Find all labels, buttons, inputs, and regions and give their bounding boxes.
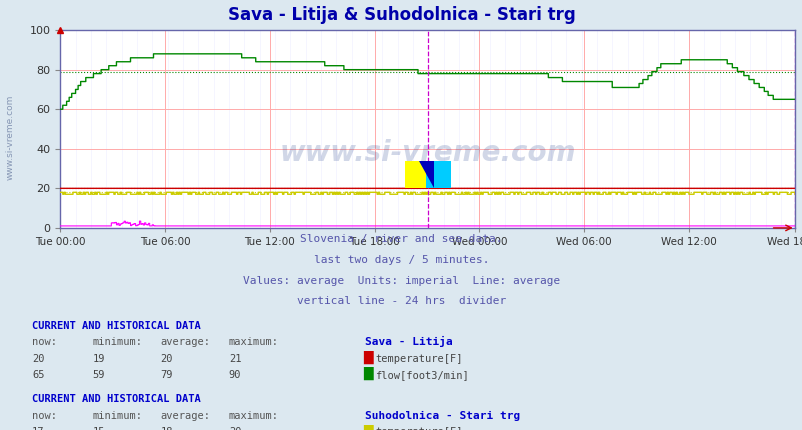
Text: Suhodolnica - Stari trg: Suhodolnica - Stari trg [365, 411, 520, 421]
Text: 20: 20 [229, 427, 241, 430]
Text: 15: 15 [92, 427, 105, 430]
Text: Slovenia / river and sea data.: Slovenia / river and sea data. [300, 234, 502, 244]
Text: www.si-vreme.com: www.si-vreme.com [6, 95, 15, 180]
Text: 59: 59 [92, 370, 105, 380]
Text: CURRENT AND HISTORICAL DATA: CURRENT AND HISTORICAL DATA [32, 394, 200, 405]
Text: now:: now: [32, 411, 57, 421]
Text: Sava - Litija & Suhodolnica - Stari trg: Sava - Litija & Suhodolnica - Stari trg [227, 6, 575, 25]
Text: 19: 19 [92, 353, 105, 364]
Text: average:: average: [160, 411, 210, 421]
Text: CURRENT AND HISTORICAL DATA: CURRENT AND HISTORICAL DATA [32, 321, 200, 331]
Text: █: █ [363, 424, 372, 430]
Text: last two days / 5 minutes.: last two days / 5 minutes. [314, 255, 488, 265]
Text: vertical line - 24 hrs  divider: vertical line - 24 hrs divider [297, 296, 505, 306]
Text: now:: now: [32, 337, 57, 347]
Text: average:: average: [160, 337, 210, 347]
Text: █: █ [363, 351, 372, 364]
Text: 79: 79 [160, 370, 173, 380]
Bar [425, 161, 451, 188]
Text: www.si-vreme.com: www.si-vreme.com [279, 139, 575, 167]
Text: █: █ [363, 367, 372, 381]
Text: 20: 20 [160, 353, 173, 364]
Bar [405, 161, 425, 188]
Polygon shape [419, 161, 433, 188]
Text: 21: 21 [229, 353, 241, 364]
Text: 65: 65 [32, 370, 45, 380]
Text: minimum:: minimum: [92, 411, 142, 421]
Text: maximum:: maximum: [229, 337, 278, 347]
Text: 17: 17 [32, 427, 45, 430]
Text: minimum:: minimum: [92, 337, 142, 347]
Text: Sava - Litija: Sava - Litija [365, 336, 452, 347]
Text: Values: average  Units: imperial  Line: average: Values: average Units: imperial Line: av… [242, 276, 560, 286]
Text: 18: 18 [160, 427, 173, 430]
Text: maximum:: maximum: [229, 411, 278, 421]
Text: flow[foot3/min]: flow[foot3/min] [375, 370, 468, 380]
Text: 90: 90 [229, 370, 241, 380]
Text: 20: 20 [32, 353, 45, 364]
Text: temperature[F]: temperature[F] [375, 427, 462, 430]
Text: temperature[F]: temperature[F] [375, 353, 462, 364]
